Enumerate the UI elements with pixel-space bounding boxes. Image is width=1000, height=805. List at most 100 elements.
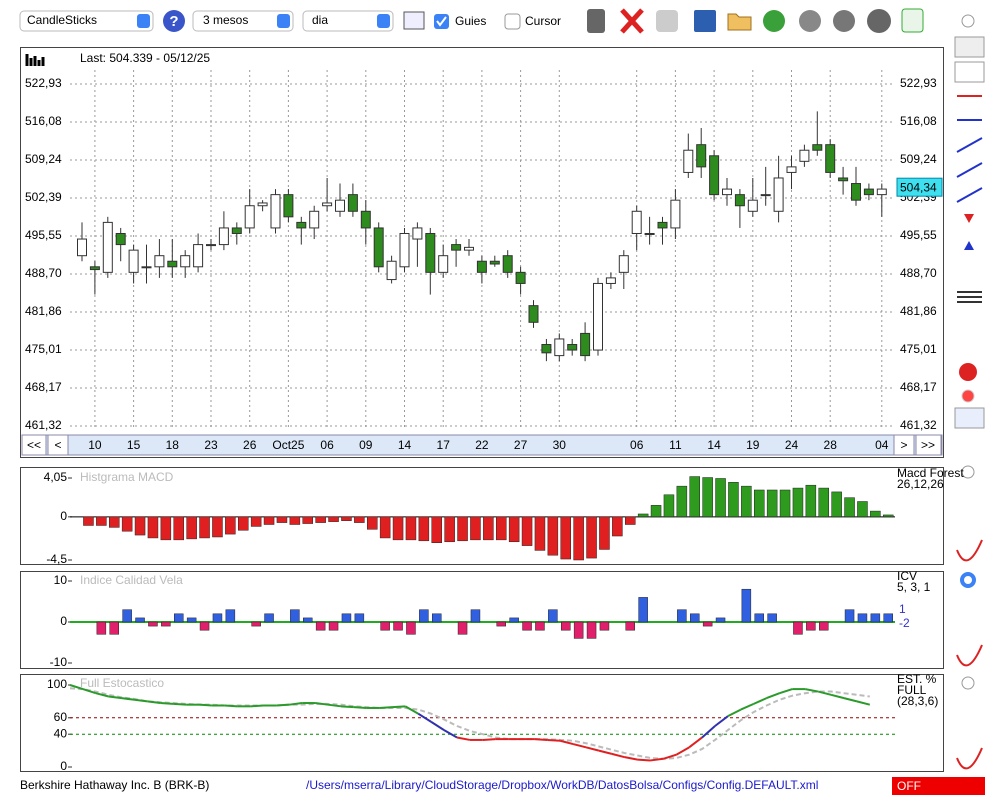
candle-body [567, 344, 578, 351]
k-line-segment [392, 705, 406, 709]
pane-legend: (28,3,6) [897, 694, 938, 708]
k-line-segment [82, 688, 97, 695]
k-line-segment [147, 700, 161, 705]
help-button[interactable] [163, 10, 185, 32]
pane-radio[interactable] [961, 676, 975, 690]
interval-select[interactable] [302, 10, 394, 32]
pane-legend: 26,12,26 [897, 477, 944, 491]
k-line-segment [675, 746, 690, 756]
bar [315, 621, 326, 631]
candle-body [89, 266, 100, 271]
stop-tool[interactable] [959, 363, 977, 381]
pane-radio-selected[interactable] [960, 572, 976, 588]
candle-body [476, 260, 487, 273]
interval: dia [312, 13, 328, 27]
chart-icon[interactable] [403, 11, 425, 30]
k-line-segment [779, 688, 793, 695]
candle-body [193, 244, 204, 268]
bar [741, 588, 752, 623]
bar [535, 621, 545, 631]
candle-body [580, 332, 591, 357]
nav-first[interactable] [21, 434, 47, 456]
candle-body [644, 232, 655, 235]
y-tick-label: 0 [60, 759, 67, 773]
candle-body [399, 232, 410, 268]
bar [547, 516, 559, 556]
candle-body [180, 255, 191, 268]
tool[interactable] [954, 61, 985, 83]
cursor-label: Cursor [525, 14, 561, 28]
bar [573, 621, 584, 639]
nav-next[interactable] [893, 434, 915, 456]
bar [779, 489, 791, 518]
calendar-button[interactable] [901, 8, 924, 33]
save-button[interactable] [694, 10, 716, 32]
last-price-label: 504,34 [900, 180, 937, 194]
candle-body [773, 177, 784, 212]
bar [831, 491, 842, 518]
bar [418, 516, 430, 542]
chart-type-select[interactable] [19, 10, 154, 32]
k-line-segment [160, 702, 174, 705]
bar [303, 617, 313, 623]
period-select[interactable] [192, 10, 294, 32]
sync-tool[interactable] [954, 407, 985, 429]
bar [470, 516, 481, 541]
bar [599, 516, 610, 550]
k-line-segment [817, 690, 832, 696]
bar [225, 516, 236, 535]
bar [121, 516, 133, 532]
pane-radio[interactable] [961, 14, 975, 28]
k-line-segment [740, 702, 755, 711]
zoom-tool[interactable] [954, 36, 985, 58]
open-button[interactable] [727, 13, 752, 31]
nav-prev[interactable] [47, 434, 69, 456]
bar [315, 516, 326, 523]
k-line-segment [572, 743, 587, 749]
nav-last[interactable] [915, 434, 942, 456]
pane-title: Full Estocastico [80, 676, 164, 690]
k-line-segment [314, 702, 329, 706]
bar [380, 621, 390, 631]
trash-button[interactable] [587, 9, 605, 33]
config-path[interactable]: /Users/mserra/Library/CloudStorage/Dropb… [306, 778, 818, 792]
bar [819, 621, 829, 631]
bar [263, 516, 275, 525]
refresh-button[interactable] [763, 10, 785, 32]
k-line-segment [701, 725, 716, 739]
k-line-segment [637, 758, 651, 762]
x-tick-label: 30 [553, 438, 567, 452]
candle-body [489, 260, 500, 265]
currency-button[interactable] [799, 10, 821, 32]
bar [728, 482, 739, 518]
k-line-segment [547, 738, 561, 742]
y-tick-label: 0 [60, 614, 67, 628]
period: 3 mesos [203, 13, 248, 27]
bar [508, 516, 520, 543]
print-button[interactable] [656, 10, 678, 32]
record-tool[interactable] [961, 389, 975, 403]
k-line-segment [456, 736, 471, 741]
bar [857, 613, 868, 623]
bar [212, 516, 223, 538]
y-tick-label: 481,86 [25, 304, 62, 318]
cursor-checkbox[interactable] [504, 13, 521, 30]
bar [161, 621, 171, 627]
bar [406, 621, 416, 635]
bar [379, 516, 391, 539]
k-line-segment [443, 729, 458, 739]
candle-body [593, 282, 603, 351]
k-line-segment [766, 692, 780, 700]
euro-button[interactable] [833, 10, 855, 32]
k-line-segment [250, 704, 264, 708]
y-tick-label: 461,32 [25, 418, 62, 432]
bar [199, 621, 210, 631]
nav-last-label: >> [921, 438, 935, 452]
bar [650, 505, 662, 518]
pane-radio[interactable] [961, 465, 975, 479]
candle-body [709, 155, 720, 196]
candle-body [605, 277, 616, 284]
delete-button[interactable] [620, 8, 644, 34]
settings-button[interactable] [867, 9, 891, 33]
pane-legend: Macd Forest [897, 466, 964, 480]
